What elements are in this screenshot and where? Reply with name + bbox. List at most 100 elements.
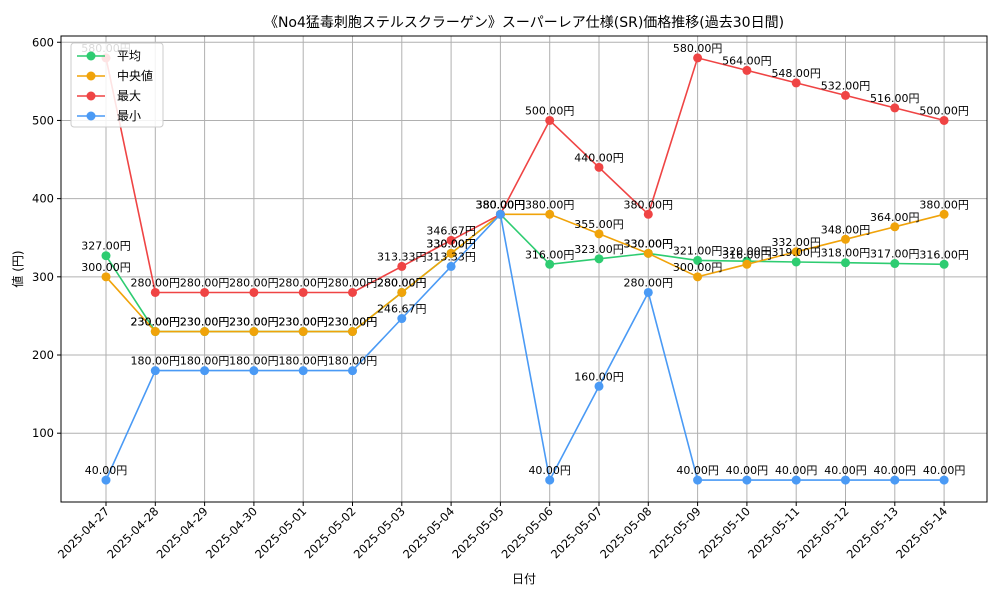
data-label: 500.00円 [919, 104, 969, 117]
data-point [594, 162, 604, 172]
data-point [742, 259, 752, 269]
y-tick-label: 300 [32, 270, 54, 284]
data-label: 280.00円 [131, 276, 181, 289]
data-label: 548.00円 [771, 67, 821, 80]
y-tick-label: 200 [32, 348, 54, 362]
series-line-2 [105, 56, 945, 294]
data-point [200, 287, 210, 297]
y-tick-label: 600 [32, 35, 54, 49]
data-label: 40.00円 [726, 464, 769, 477]
x-tick-label: 2025-05-01 [252, 504, 309, 561]
data-point [249, 366, 259, 376]
series-line-1 [105, 213, 945, 333]
data-point [939, 475, 949, 485]
data-label: 40.00円 [923, 464, 966, 477]
data-label: 440.00円 [574, 151, 624, 164]
data-label: 330.00円 [624, 237, 674, 250]
data-label: 180.00円 [180, 355, 230, 368]
y-tick-label: 400 [32, 192, 54, 206]
data-label: 323.00円 [574, 243, 624, 256]
legend-label: 最小 [117, 109, 141, 123]
data-label: 348.00円 [821, 223, 871, 236]
data-point [841, 234, 850, 244]
data-point [446, 261, 456, 271]
data-point [348, 287, 357, 297]
y-tick-label: 500 [32, 113, 54, 127]
data-point [841, 258, 850, 268]
legend-label: 最大 [117, 89, 141, 103]
data-point [446, 248, 456, 258]
data-point [545, 209, 555, 219]
x-tick-label: 2025-05-07 [548, 504, 605, 561]
x-tick-label: 2025-05-08 [597, 504, 654, 561]
chart-title: 《No4猛毒刺胞ステルスクラーゲン》スーパーレア仕様(SR)価格推移(過去30日… [264, 15, 784, 31]
data-point [939, 209, 949, 219]
data-point [693, 255, 703, 265]
x-tick-label: 2025-05-12 [794, 504, 851, 561]
legend-marker [86, 51, 96, 61]
data-label: 364.00円 [870, 211, 920, 224]
data-point [298, 287, 308, 297]
data-label: 280.00円 [180, 276, 230, 289]
series-line-3 [105, 212, 945, 483]
data-label: 180.00円 [278, 355, 328, 368]
data-label: 380.00円 [476, 198, 526, 211]
data-point [791, 475, 801, 485]
data-label: 380.00円 [476, 198, 526, 211]
y-axis: 100 200 300 400 500 600 [32, 35, 61, 440]
data-label: 500.00円 [525, 104, 575, 117]
data-point [643, 248, 653, 258]
data-label: 319.00円 [771, 246, 821, 259]
series-line-0 [105, 213, 945, 333]
data-label: 380.00円 [919, 198, 969, 211]
data-label: 317.00円 [870, 248, 920, 261]
data-label: 564.00円 [722, 54, 772, 67]
data-point [693, 475, 703, 485]
data-label: 230.00円 [131, 316, 181, 329]
data-label: 318.00円 [821, 247, 871, 260]
data-point [545, 259, 555, 269]
data-point [446, 235, 456, 245]
data-point [693, 272, 703, 282]
data-point [397, 287, 407, 297]
data-point [150, 287, 160, 297]
data-label: 230.00円 [278, 316, 328, 329]
y-tick-label: 100 [32, 426, 54, 440]
data-point [890, 103, 900, 113]
data-point [742, 65, 752, 75]
x-tick-label: 2025-05-03 [351, 504, 408, 561]
x-tick-label: 2025-05-02 [301, 504, 358, 561]
data-label: 246.67円 [377, 303, 427, 316]
data-point [791, 247, 801, 257]
x-tick-label: 2025-05-09 [647, 504, 704, 561]
data-label: 380.00円 [476, 198, 526, 211]
data-label: 280.00円 [377, 276, 427, 289]
data-label: 316.00円 [722, 248, 772, 261]
x-tick-label: 2025-04-29 [154, 504, 211, 561]
data-label: 516.00円 [870, 92, 920, 105]
x-tick-label: 2025-05-11 [745, 504, 802, 561]
data-point [101, 251, 111, 261]
legend-label: 中央値 [117, 68, 153, 83]
data-label: 40.00円 [85, 464, 128, 477]
data-label: 230.00円 [328, 316, 378, 329]
data-label: 380.00円 [624, 198, 674, 211]
data-label: 230.00円 [328, 316, 378, 329]
data-label: 355.00円 [574, 218, 624, 231]
x-tick-label: 2025-05-04 [400, 504, 457, 561]
data-point [249, 287, 259, 297]
data-point [643, 209, 653, 219]
data-label: 40.00円 [528, 464, 571, 477]
data-label: 330.00円 [426, 237, 476, 250]
data-label: 346.67円 [426, 224, 476, 237]
data-point [298, 366, 308, 376]
data-label: 180.00円 [229, 355, 279, 368]
x-tick-label: 2025-05-13 [844, 504, 901, 561]
data-point [545, 115, 555, 125]
data-point [150, 327, 160, 337]
data-point [742, 475, 752, 485]
x-tick-label: 2025-04-30 [203, 504, 260, 561]
data-label: 313.33円 [377, 250, 427, 263]
